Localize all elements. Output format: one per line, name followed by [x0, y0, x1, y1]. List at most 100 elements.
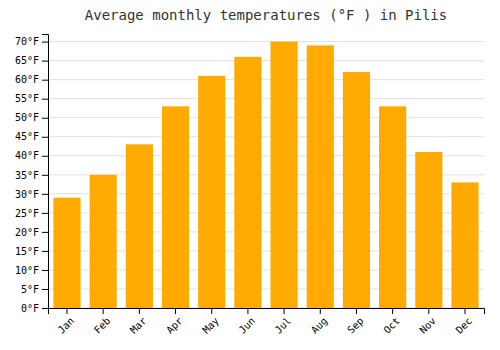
x-tick-label: May [200, 315, 221, 336]
plot: 0°F5°F10°F15°F20°F25°F30°F35°F40°F45°F50… [15, 35, 485, 336]
bar [198, 76, 225, 308]
bar [90, 175, 117, 308]
bar [415, 152, 442, 308]
x-tick-label: Apr [164, 315, 185, 336]
bar [307, 45, 334, 308]
y-tick-mark [42, 270, 48, 271]
y-tick-mark [42, 80, 48, 81]
y-tick-label: 15°F [15, 246, 39, 257]
x-tick-mark [392, 308, 393, 314]
bar [271, 42, 298, 308]
y-axis: 0°F5°F10°F15°F20°F25°F30°F35°F40°F45°F50… [15, 35, 49, 314]
y-tick-mark [42, 42, 48, 43]
x-tick-mark [103, 308, 104, 314]
y-tick-label: 0°F [21, 303, 39, 314]
x-tick-mark [428, 308, 429, 314]
y-tick-label: 45°F [15, 131, 39, 142]
y-tick-label: 60°F [15, 74, 39, 85]
y-tick: 20°F [15, 227, 48, 238]
grid-line [48, 98, 484, 99]
y-tick-mark [42, 118, 48, 119]
bar [126, 144, 153, 308]
x-tick: Dec [454, 308, 475, 336]
y-tick: 40°F [15, 150, 48, 161]
y-tick-label: 30°F [15, 189, 39, 200]
x-tick-label: Nov [417, 315, 438, 336]
x-tick-mark [320, 308, 321, 314]
x-tick: Jun [237, 308, 258, 336]
y-tick: 25°F [15, 208, 48, 219]
bar [343, 72, 370, 308]
x-axis-line [49, 309, 485, 315]
x-tick-label: Jul [273, 315, 294, 336]
x-tick-label: Dec [454, 315, 475, 336]
y-tick: 30°F [15, 189, 48, 200]
grid-line [48, 79, 484, 80]
x-tick-mark [356, 308, 357, 314]
y-tick-label: 35°F [15, 170, 39, 181]
title: Average monthly temperatures (°F ) in Pi… [85, 7, 447, 23]
grid-line [48, 136, 484, 137]
x-tick: Nov [417, 308, 438, 336]
y-tick: 65°F [15, 55, 48, 66]
y-tick-mark [42, 175, 48, 176]
x-tick-label: Jun [237, 315, 258, 336]
y-tick: 15°F [15, 246, 48, 257]
bar [234, 57, 261, 308]
y-axis-line [42, 35, 49, 309]
x-tick-mark [247, 308, 248, 314]
grid-line [48, 60, 484, 61]
x-tick-mark [211, 308, 212, 314]
y-tick-label: 70°F [15, 36, 39, 47]
y-tick-label: 55°F [15, 93, 39, 104]
x-tick-label: Feb [92, 315, 113, 336]
bars [53, 42, 478, 308]
chart: 0°F5°F10°F15°F20°F25°F30°F35°F40°F45°F50… [0, 0, 500, 350]
y-tick-mark [42, 194, 48, 195]
y-tick-mark [42, 289, 48, 290]
bar [451, 182, 478, 308]
x-tick-mark [465, 308, 466, 314]
x-tick: Mar [128, 308, 149, 336]
y-tick-label: 65°F [15, 55, 39, 66]
x-tick-mark [175, 308, 176, 314]
y-tick-mark [42, 213, 48, 214]
bar [379, 106, 406, 308]
grid-line [48, 117, 484, 118]
y-tick: 55°F [15, 93, 48, 104]
x-tick: Oct [381, 308, 402, 336]
x-tick: Feb [92, 308, 113, 336]
y-tick-label: 50°F [15, 112, 39, 123]
x-tick: Jan [56, 308, 77, 336]
x-tick-mark [66, 308, 67, 314]
y-tick: 60°F [15, 74, 48, 85]
x-tick-label: Oct [381, 315, 402, 336]
y-tick-label: 25°F [15, 208, 39, 219]
x-tick-label: Sep [345, 315, 366, 336]
x-tick: Sep [345, 308, 366, 336]
x-tick-label: Aug [309, 315, 330, 336]
y-tick-mark [42, 156, 48, 157]
x-tick-label: Mar [128, 315, 149, 336]
x-tick-label: Jan [56, 315, 77, 336]
y-tick-label: 20°F [15, 227, 39, 238]
y-tick-mark [42, 137, 48, 138]
x-tick-mark [139, 308, 140, 314]
x-tick: Aug [309, 308, 330, 336]
y-tick-label: 5°F [21, 284, 39, 295]
y-tick-mark [42, 251, 48, 252]
x-tick-mark [284, 308, 285, 314]
y-tick: 0°F [21, 303, 48, 314]
grid [48, 42, 484, 308]
bar [162, 106, 189, 308]
y-tick: 70°F [15, 36, 48, 47]
y-tick-mark [42, 308, 48, 309]
grid-line [48, 41, 484, 42]
y-tick: 50°F [15, 112, 48, 123]
y-tick-label: 40°F [15, 150, 39, 161]
y-tick: 35°F [15, 170, 48, 181]
x-tick: Apr [164, 308, 185, 336]
x-tick: May [200, 308, 221, 336]
y-tick: 45°F [15, 131, 48, 142]
x-axis: Jan Feb Mar Apr May Jun Jul Aug Sep Oct Nov Dec [49, 308, 485, 336]
